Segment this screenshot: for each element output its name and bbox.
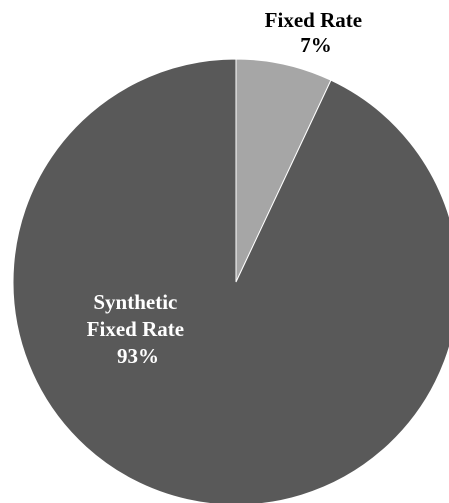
slice-label-fixed-rate-pct: 7% (300, 33, 332, 57)
slice-label-synthetic-fixed-rate: Synthetic Fixed Rate 93% (87, 290, 190, 368)
slice-label-synthetic-line2: Fixed Rate (87, 317, 184, 341)
slice-label-synthetic-pct: 93% (117, 344, 159, 368)
pie-slices (12, 58, 449, 503)
slice-label-fixed-rate: Fixed Rate 7% (265, 8, 368, 57)
pie-labels: Fixed Rate 7% Synthetic Fixed Rate 93% (87, 8, 368, 368)
pie-slice-1 (12, 58, 449, 503)
slice-label-fixed-rate-name: Fixed Rate (265, 8, 362, 32)
slice-label-synthetic-line1: Synthetic (93, 290, 177, 314)
